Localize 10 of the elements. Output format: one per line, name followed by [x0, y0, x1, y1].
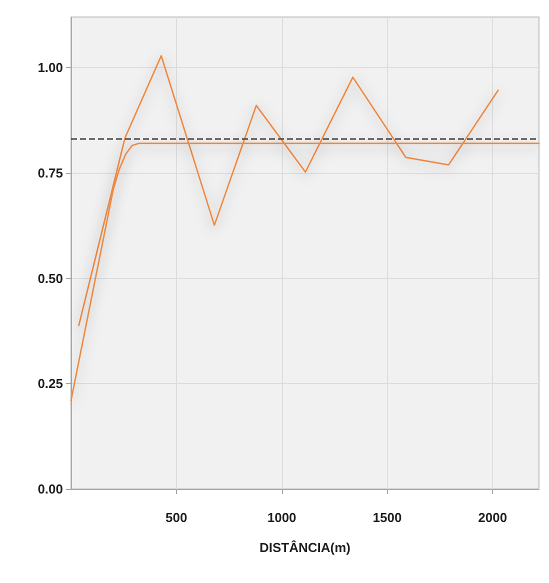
x-tick-label: 2000: [478, 510, 508, 525]
x-axis-title: DISTÂNCIA(m): [260, 540, 350, 555]
x-tick-label: 1500: [372, 510, 402, 525]
y-tick-label: 1.00: [38, 60, 63, 76]
x-tick-label: 1000: [267, 510, 296, 525]
y-tick-label: 0.00: [38, 482, 63, 496]
y-tick-label: 0.25: [38, 376, 63, 392]
y-tick-label: 0.50: [38, 270, 63, 286]
x-tick-label: 500: [166, 510, 188, 525]
y-tick-label: 0.75: [38, 165, 63, 180]
